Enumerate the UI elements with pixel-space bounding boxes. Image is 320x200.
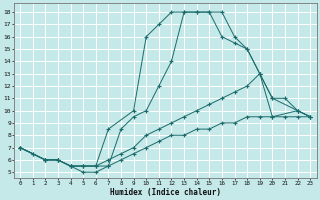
X-axis label: Humidex (Indice chaleur): Humidex (Indice chaleur) <box>110 188 220 197</box>
